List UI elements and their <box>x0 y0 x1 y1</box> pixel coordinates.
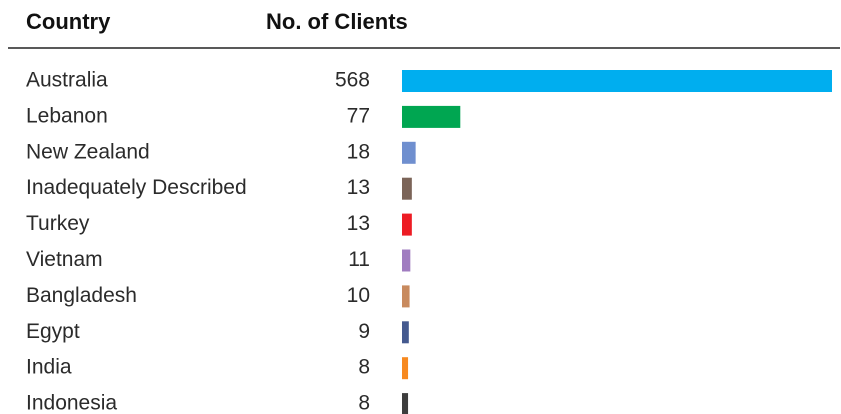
column-header: No. of Clients <box>266 9 408 34</box>
bar <box>402 141 416 164</box>
value-label: 11 <box>348 248 370 271</box>
country-label: Vietnam <box>26 248 103 271</box>
bar <box>402 321 409 344</box>
bar <box>402 70 832 92</box>
country-label: Turkey <box>26 212 90 235</box>
country-label: New Zealand <box>26 140 150 163</box>
column-header: Country <box>26 9 111 34</box>
value-label: 568 <box>335 69 370 92</box>
value-label: 8 <box>358 392 370 414</box>
value-label: 9 <box>358 320 370 343</box>
bar <box>402 105 461 128</box>
country-label: Bangladesh <box>26 284 137 307</box>
bar <box>402 357 409 380</box>
bar <box>402 177 412 200</box>
value-label: 10 <box>347 284 370 307</box>
bar <box>402 285 410 308</box>
country-label: Egypt <box>26 320 80 343</box>
value-label: 77 <box>347 104 370 127</box>
value-label: 13 <box>347 212 370 235</box>
country-label: Inadequately Described <box>26 176 247 199</box>
bar <box>402 393 409 414</box>
bar <box>402 213 412 236</box>
country-label: India <box>26 356 72 379</box>
bar <box>402 249 411 272</box>
value-label: 8 <box>358 356 370 379</box>
country-label: Lebanon <box>26 104 108 127</box>
value-label: 13 <box>347 176 370 199</box>
country-label: Indonesia <box>26 392 117 414</box>
value-label: 18 <box>347 140 370 163</box>
country-label: Australia <box>26 69 108 92</box>
